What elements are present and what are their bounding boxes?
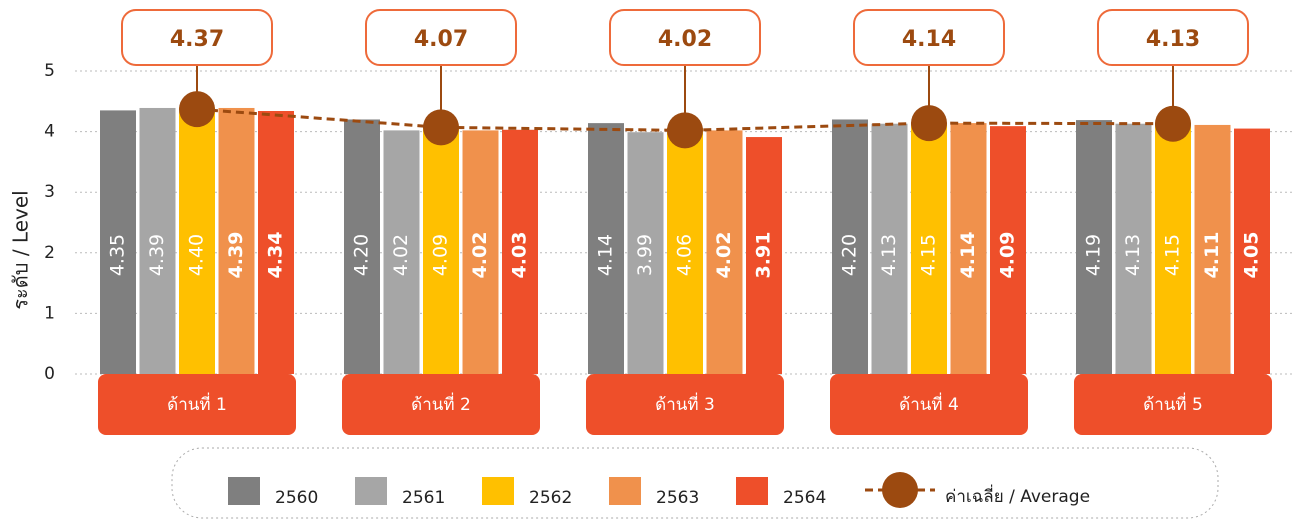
legend-label: 2562 [529, 488, 572, 508]
callout-box [609, 9, 761, 66]
value-label: 4.06 [674, 234, 696, 276]
x-tick-label: ด้านที่ 1 [167, 392, 227, 415]
bar [950, 123, 987, 374]
legend-swatch [482, 477, 514, 505]
value-label: 4.14 [957, 232, 979, 279]
category-box [1074, 374, 1272, 435]
callout-box [853, 9, 1005, 66]
bar [1155, 122, 1191, 374]
callout-box [365, 9, 517, 66]
average-marker [179, 91, 215, 128]
y-tick-label: 2 [44, 243, 55, 263]
bar [179, 107, 215, 375]
average-label: 4.02 [658, 27, 712, 52]
y-tick-label: 5 [44, 61, 55, 81]
value-label: 3.91 [753, 232, 775, 279]
value-label: 4.20 [351, 234, 373, 276]
callout-box [1097, 9, 1249, 66]
bar [462, 130, 499, 374]
category-box [586, 374, 784, 435]
bar [383, 130, 420, 374]
value-label: 4.13 [1122, 234, 1144, 276]
average-label: 4.13 [1146, 27, 1200, 52]
bar [139, 107, 176, 374]
y-tick-label: 0 [44, 364, 55, 384]
bar [1076, 120, 1112, 374]
value-label: 4.15 [918, 234, 940, 276]
x-tick-label: ด้านที่ 5 [1143, 392, 1203, 415]
value-label: 4.34 [265, 232, 287, 279]
legend-swatch [355, 477, 387, 505]
bar [871, 123, 908, 374]
value-label: 4.02 [469, 232, 491, 279]
legend-label: 2563 [656, 488, 699, 508]
average-label: 4.14 [902, 27, 956, 52]
average-label: 4.07 [414, 27, 468, 52]
value-label: 4.19 [1083, 234, 1105, 276]
legend-label: ค่าเฉลี่ย / Average [945, 484, 1090, 507]
bar [1115, 123, 1152, 374]
bar [423, 126, 459, 375]
value-label: 4.02 [390, 234, 412, 276]
average-marker [423, 109, 459, 146]
y-tick-label: 3 [44, 182, 55, 202]
value-label: 4.14 [595, 234, 617, 276]
bar [218, 107, 255, 374]
x-tick-label: ด้านที่ 3 [655, 392, 715, 415]
legend-swatch [228, 477, 260, 505]
value-label: 4.09 [997, 232, 1019, 279]
value-label: 3.99 [634, 234, 656, 276]
bar [911, 122, 947, 374]
legend-label: 2560 [275, 488, 318, 508]
value-label: 4.15 [1162, 234, 1184, 276]
category-box [342, 374, 540, 435]
y-tick-label: 1 [44, 303, 55, 323]
average-marker [911, 105, 947, 142]
bar [667, 127, 703, 375]
callout-box [121, 9, 273, 66]
value-label: 4.40 [186, 234, 208, 276]
legend-marker [882, 472, 918, 508]
value-label: 4.35 [107, 234, 129, 276]
bar [100, 110, 136, 374]
average-label: 4.37 [170, 27, 224, 52]
average-marker [667, 112, 703, 149]
category-box [98, 374, 296, 435]
bar [990, 126, 1026, 375]
y-tick-label: 4 [44, 122, 55, 142]
legend-label: 2564 [783, 488, 826, 508]
y-axis-label: ระดับ / Level [9, 190, 33, 309]
value-label: 4.13 [878, 234, 900, 276]
bar [588, 123, 624, 374]
bar [706, 130, 743, 374]
bar [258, 110, 294, 374]
value-label: 4.02 [713, 232, 735, 279]
x-tick-label: ด้านที่ 4 [899, 392, 959, 415]
value-label: 4.39 [225, 232, 247, 279]
bar [1194, 124, 1231, 375]
legend-label: 2561 [402, 488, 445, 508]
value-label: 4.20 [839, 234, 861, 276]
x-tick-label: ด้านที่ 2 [411, 392, 471, 415]
bar [1234, 128, 1270, 374]
legend-swatch [736, 477, 768, 505]
value-label: 4.05 [1241, 232, 1263, 279]
value-label: 4.03 [509, 232, 531, 279]
average-marker [1155, 105, 1191, 142]
bar [344, 119, 380, 374]
value-label: 4.39 [146, 234, 168, 276]
bar [502, 129, 538, 374]
value-label: 4.11 [1201, 232, 1223, 279]
legend-swatch [609, 477, 641, 505]
bar [746, 137, 782, 374]
category-box [830, 374, 1028, 435]
bar [832, 119, 868, 374]
bar [627, 132, 664, 374]
value-label: 4.09 [430, 234, 452, 276]
